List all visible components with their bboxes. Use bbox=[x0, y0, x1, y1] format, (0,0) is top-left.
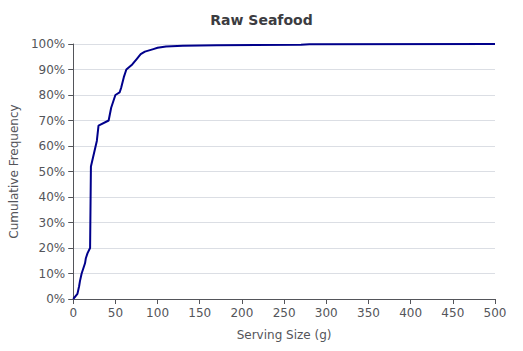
svg-text:300: 300 bbox=[315, 306, 338, 320]
svg-text:400: 400 bbox=[399, 306, 422, 320]
svg-text:100: 100 bbox=[146, 306, 169, 320]
svg-text:20%: 20% bbox=[39, 241, 66, 255]
svg-text:50: 50 bbox=[108, 306, 123, 320]
svg-text:60%: 60% bbox=[39, 139, 66, 153]
svg-text:200: 200 bbox=[230, 306, 253, 320]
svg-text:350: 350 bbox=[357, 306, 380, 320]
svg-text:0%: 0% bbox=[46, 292, 65, 306]
svg-text:10%: 10% bbox=[39, 267, 66, 281]
svg-text:100%: 100% bbox=[31, 37, 65, 51]
svg-text:450: 450 bbox=[441, 306, 464, 320]
svg-text:70%: 70% bbox=[39, 114, 66, 128]
svg-text:Cumulative Frequency: Cumulative Frequency bbox=[7, 104, 21, 238]
svg-text:250: 250 bbox=[273, 306, 296, 320]
svg-text:0: 0 bbox=[69, 306, 77, 320]
svg-text:50%: 50% bbox=[39, 165, 66, 179]
svg-text:80%: 80% bbox=[39, 88, 66, 102]
svg-text:Raw Seafood: Raw Seafood bbox=[210, 12, 312, 28]
svg-text:30%: 30% bbox=[39, 216, 66, 230]
svg-text:40%: 40% bbox=[39, 190, 66, 204]
svg-text:Serving Size (g): Serving Size (g) bbox=[237, 328, 332, 342]
svg-text:150: 150 bbox=[188, 306, 211, 320]
svg-text:90%: 90% bbox=[39, 63, 66, 77]
svg-text:500: 500 bbox=[484, 306, 507, 320]
